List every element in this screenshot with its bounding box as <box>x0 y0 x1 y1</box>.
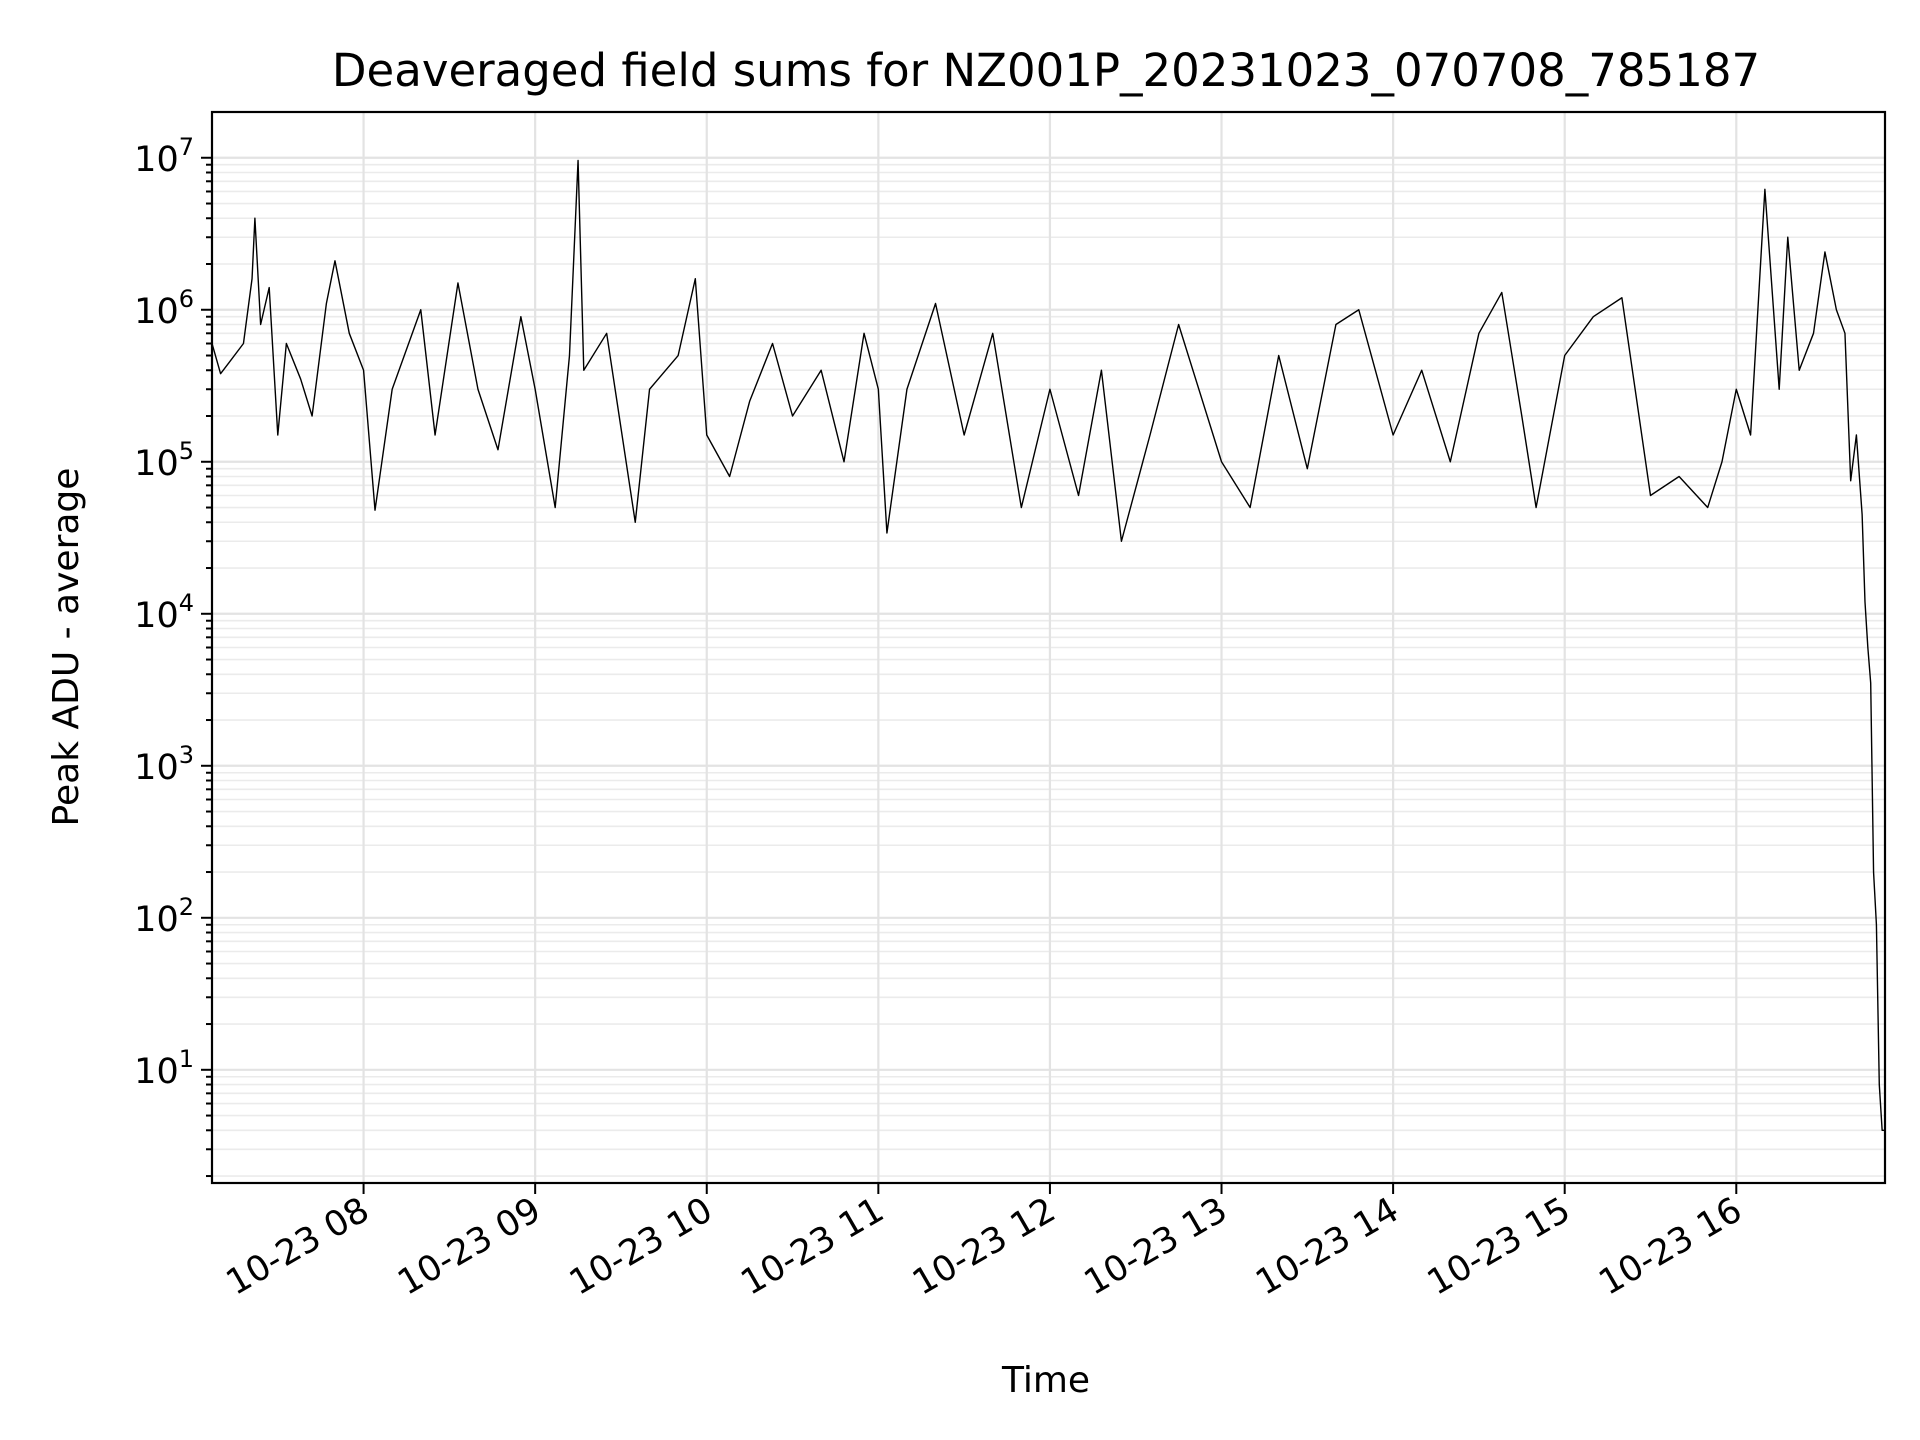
chart-title: Deaveraged field sums for NZ001P_2023102… <box>332 44 1760 97</box>
y-tick-label: 101 <box>134 1045 194 1092</box>
minor-gridlines <box>212 163 1885 1177</box>
series-layer <box>211 159 1885 1131</box>
series-line-0 <box>211 159 1885 1131</box>
x-axis-label: Time <box>1001 1360 1090 1401</box>
y-tick-label: 104 <box>134 589 194 636</box>
y-axis: 101 102 103 104 105 106 107 <box>134 133 212 1178</box>
y-axis-label: Peak ADU - average <box>46 468 87 827</box>
y-tick-label: 103 <box>134 741 194 788</box>
y-tick-label: 102 <box>134 893 194 940</box>
y-tick-label: 107 <box>134 133 194 180</box>
major-gridlines <box>212 112 1885 1183</box>
y-tick-label: 106 <box>134 285 194 332</box>
y-tick-label: 105 <box>134 437 194 484</box>
